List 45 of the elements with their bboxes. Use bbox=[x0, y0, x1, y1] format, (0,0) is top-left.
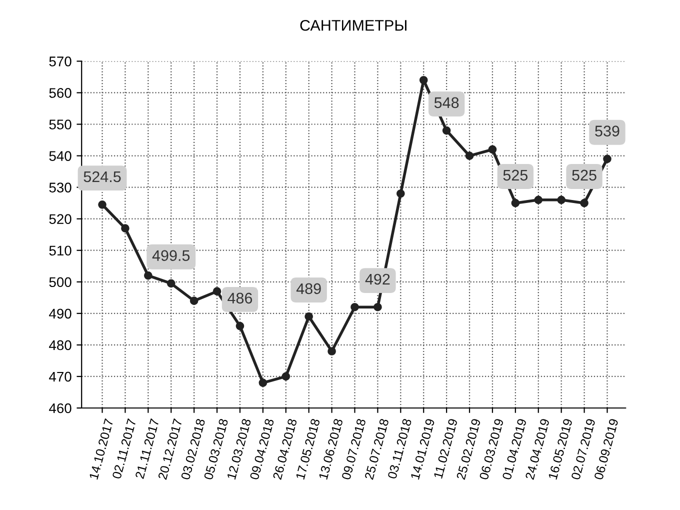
point bbox=[419, 76, 428, 84]
point bbox=[350, 302, 359, 312]
point bbox=[374, 302, 382, 312]
y-tick-label: 560 bbox=[49, 88, 72, 98]
data-label: 548 bbox=[434, 97, 459, 108]
point bbox=[328, 347, 336, 356]
y-tick-label: 520 bbox=[49, 214, 72, 224]
data-label: 499.5 bbox=[152, 250, 190, 262]
point bbox=[465, 152, 474, 160]
data-label: 492 bbox=[365, 274, 390, 285]
data-label: 486 bbox=[228, 292, 252, 304]
y-tick-label: 460 bbox=[49, 403, 72, 414]
y-tick-label: 530 bbox=[49, 182, 72, 192]
y-tick-label: 540 bbox=[49, 151, 72, 161]
point bbox=[603, 154, 612, 164]
y-tick-label: 550 bbox=[49, 120, 72, 130]
data-label: 524.5 bbox=[84, 171, 121, 182]
point bbox=[511, 198, 520, 208]
point bbox=[212, 287, 222, 296]
data-label: 525 bbox=[503, 170, 528, 181]
point bbox=[442, 126, 451, 135]
y-tick-label: 500 bbox=[49, 277, 72, 288]
data-label: 525 bbox=[572, 170, 596, 181]
point bbox=[488, 145, 497, 154]
point bbox=[98, 200, 106, 209]
point bbox=[534, 196, 543, 204]
data-label: 489 bbox=[296, 283, 321, 294]
point bbox=[258, 378, 268, 387]
data-label: 539 bbox=[595, 126, 620, 136]
y-tick-label: 570 bbox=[49, 56, 72, 66]
y-tick-label: 480 bbox=[49, 340, 72, 350]
point bbox=[557, 196, 566, 204]
y-tick-label: 510 bbox=[49, 246, 72, 256]
point bbox=[166, 279, 176, 288]
y-tick-label: 490 bbox=[49, 308, 72, 319]
point bbox=[304, 312, 314, 321]
chart-title: САНТИМЕТРЫ bbox=[300, 20, 406, 31]
point bbox=[144, 271, 152, 280]
point bbox=[282, 372, 290, 381]
point bbox=[580, 198, 588, 208]
point bbox=[396, 189, 405, 198]
point bbox=[236, 322, 244, 330]
point bbox=[121, 224, 130, 232]
point bbox=[190, 296, 198, 305]
y-tick-label: 470 bbox=[49, 372, 72, 382]
